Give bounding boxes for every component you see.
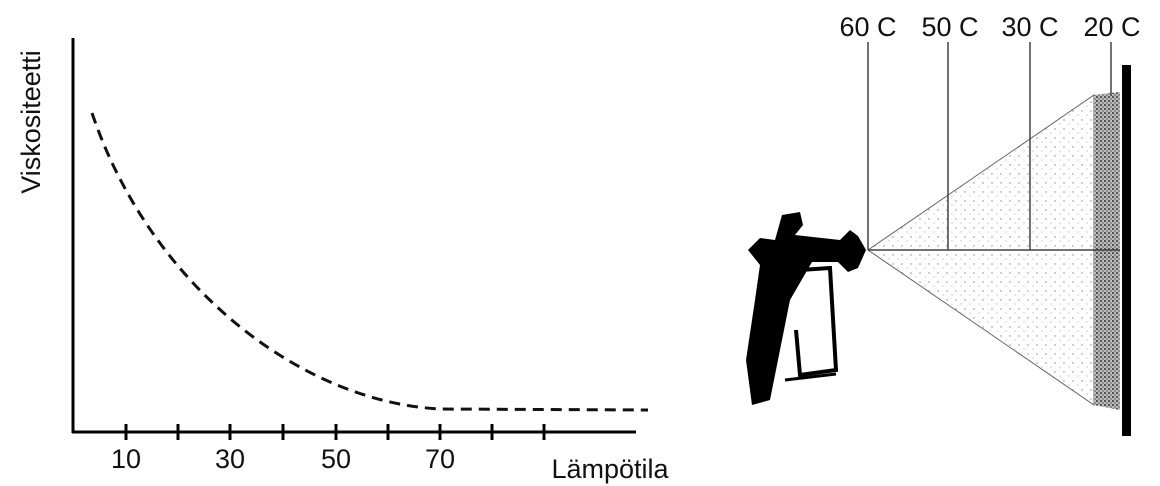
temperature-label: 30 C bbox=[1001, 12, 1058, 42]
viscosity-chart: Viskositeetti 10 30 50 70 Lämpötila bbox=[16, 38, 670, 484]
temperature-label: 20 C bbox=[1083, 12, 1140, 42]
diagram: Viskositeetti 10 30 50 70 Lämpötila 60 C… bbox=[0, 0, 1160, 486]
wall bbox=[1122, 65, 1131, 436]
spray-gun bbox=[746, 212, 866, 405]
x-tick-label: 50 bbox=[321, 444, 351, 474]
x-tick-label: 10 bbox=[111, 444, 141, 474]
x-label: Lämpötila bbox=[551, 454, 669, 484]
spray-illustration: 60 C 50 C 30 C 20 C bbox=[746, 12, 1141, 436]
temperature-label: 60 C bbox=[839, 12, 896, 42]
temperature-label: 50 C bbox=[921, 12, 978, 42]
x-tick-label: 70 bbox=[425, 444, 455, 474]
paint-layer bbox=[1094, 92, 1120, 410]
y-label: Viskositeetti bbox=[16, 50, 46, 194]
viscosity-curve bbox=[92, 113, 648, 410]
x-tick-label: 30 bbox=[215, 444, 245, 474]
